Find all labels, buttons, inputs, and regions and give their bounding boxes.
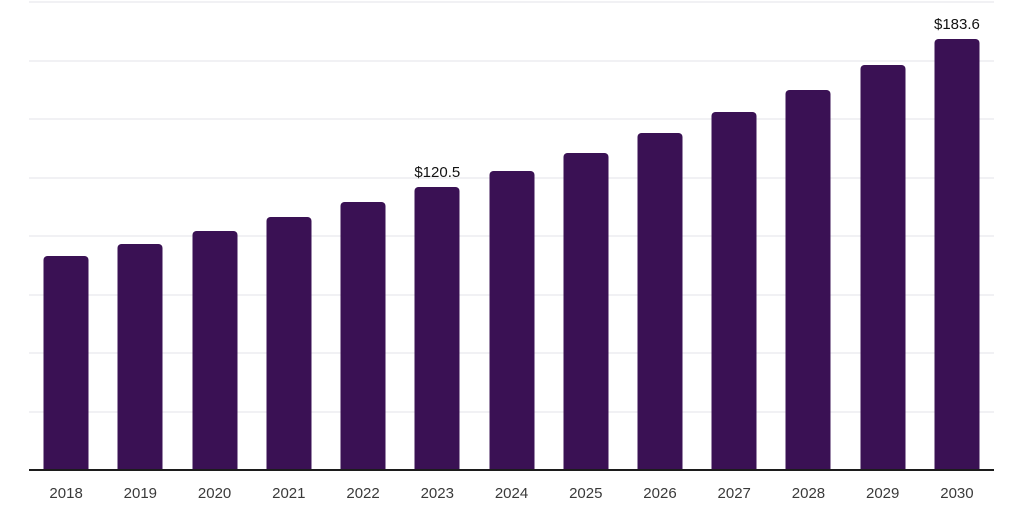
bar-slot-2019	[103, 1, 177, 469]
bar-2024	[489, 171, 535, 469]
bar-2020	[192, 230, 238, 469]
x-tick-label-2028: 2028	[791, 485, 826, 502]
bar-slot-2030: $183.6	[920, 1, 994, 469]
x-tick-label-2030: 2030	[940, 485, 974, 502]
bar-2026	[637, 132, 683, 469]
gridline-200	[29, 1, 994, 3]
x-tick-label-2027: 2027	[717, 485, 751, 502]
bar-2025	[563, 152, 609, 469]
bar-slot-2024	[474, 1, 548, 469]
x-tick-label-2024: 2024	[494, 485, 529, 502]
x-tick-label-2029: 2029	[866, 485, 900, 502]
x-axis-labels: 2018 2019 2020 2021 2022 2023 2024 2025 2026 2027…	[29, 485, 994, 502]
x-tick-label-2026: 2026	[643, 485, 677, 502]
bar-value-label-2030: $183.6	[933, 16, 980, 34]
bar-slot-2021	[252, 1, 326, 469]
bar-slot-2027	[697, 1, 771, 469]
bar-2018	[43, 256, 89, 469]
bar-2028	[785, 89, 831, 469]
x-tick-label-2021: 2021	[272, 485, 306, 502]
bar-slot-2028	[771, 1, 845, 469]
bars: $120.5 $183.6	[29, 1, 994, 469]
bar-slot-2022	[326, 1, 400, 469]
gridline-150	[29, 118, 994, 120]
plot-area: $120.5 $183.6	[29, 1, 994, 471]
bar-slot-2023: $120.5	[400, 1, 474, 469]
bar-slot-2020	[177, 1, 251, 469]
x-tick-label-2022: 2022	[346, 485, 380, 502]
x-tick-label-2019: 2019	[123, 485, 158, 502]
bar-2030	[934, 39, 980, 469]
x-tick-label-2023: 2023	[420, 485, 454, 502]
x-tick-label-2025: 2025	[569, 485, 603, 502]
bar-slot-2025	[549, 1, 623, 469]
bar-2019	[117, 244, 163, 469]
x-tick-label-2020: 2020	[197, 485, 232, 502]
bar-2021	[266, 217, 312, 469]
gridline-175	[29, 59, 994, 62]
bar-2022	[340, 202, 386, 469]
bar-2023	[414, 187, 460, 469]
bar-slot-2029	[846, 1, 920, 469]
bar-2027	[711, 111, 757, 469]
bar-slot-2026	[623, 1, 697, 469]
bar-slot-2018	[29, 1, 103, 469]
bar-2029	[860, 65, 906, 469]
bar-value-label-2023: $120.5	[414, 164, 461, 182]
x-tick-label-2018: 2018	[49, 485, 83, 502]
